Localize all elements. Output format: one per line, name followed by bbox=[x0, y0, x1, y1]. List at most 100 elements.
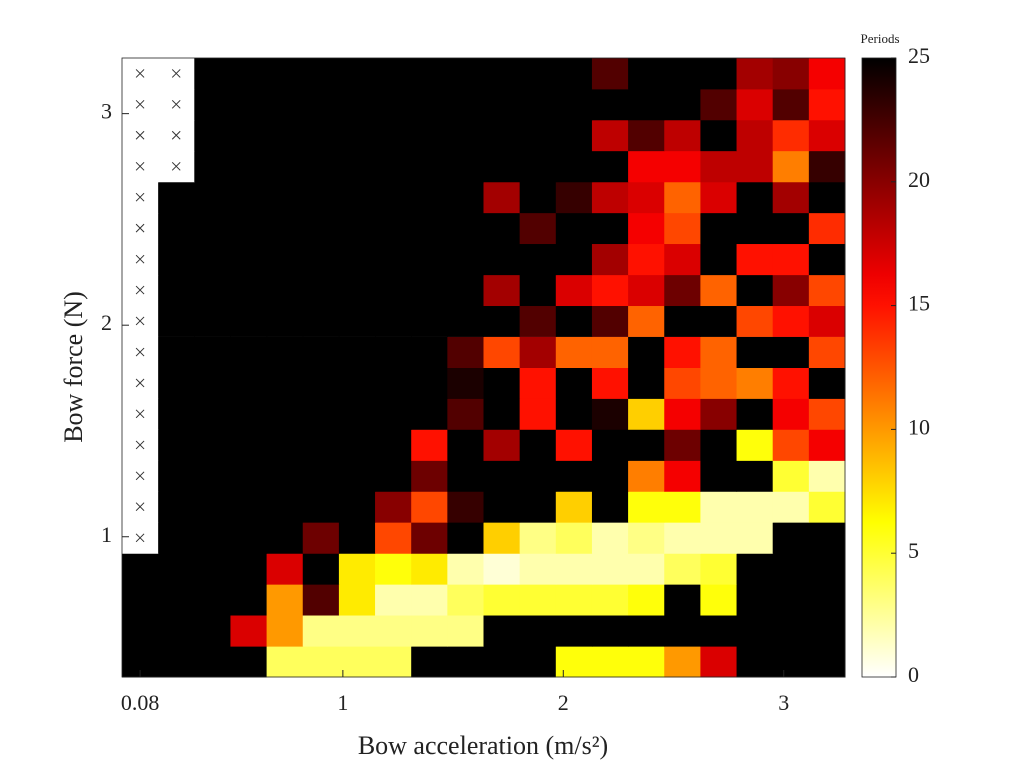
heat-cell bbox=[700, 646, 738, 678]
heat-cell bbox=[158, 522, 195, 554]
heat-cell bbox=[338, 274, 376, 307]
y-tick-label: 2 bbox=[101, 310, 112, 335]
heat-cell bbox=[519, 460, 557, 492]
heat-cell bbox=[700, 119, 738, 152]
heat-cell bbox=[736, 119, 774, 152]
heat-cell bbox=[628, 615, 665, 647]
heat-cell bbox=[772, 58, 810, 90]
heat-cell bbox=[591, 150, 629, 183]
heat-cell bbox=[447, 398, 484, 430]
heat-cell bbox=[302, 243, 340, 276]
heat-cell bbox=[194, 150, 231, 183]
heat-cell bbox=[266, 243, 304, 276]
heat-cell bbox=[519, 274, 557, 307]
heat-cell bbox=[772, 181, 810, 214]
y-axis-label: Bow force (N) bbox=[59, 291, 88, 443]
heat-cell bbox=[555, 398, 593, 430]
heat-cell bbox=[628, 646, 665, 678]
heat-cell bbox=[194, 274, 231, 307]
heat-cell bbox=[700, 398, 738, 430]
heat-cell bbox=[808, 305, 846, 337]
missing-marker bbox=[135, 99, 145, 109]
heat-cell bbox=[483, 522, 521, 554]
heat-cell bbox=[194, 88, 231, 121]
heat-cell bbox=[302, 88, 340, 121]
heat-cell bbox=[772, 367, 810, 399]
heat-cell bbox=[158, 367, 195, 399]
heat-cell bbox=[808, 398, 846, 430]
heat-cell bbox=[483, 460, 521, 492]
heat-cell bbox=[628, 88, 665, 121]
heat-cell bbox=[736, 553, 774, 585]
heat-cell bbox=[194, 336, 231, 368]
missing-marker bbox=[135, 347, 145, 357]
heat-cell bbox=[375, 429, 412, 461]
heat-cell bbox=[483, 336, 521, 368]
heat-cell bbox=[808, 243, 846, 276]
heat-cell bbox=[519, 398, 557, 430]
heat-cell bbox=[772, 584, 810, 616]
heat-cell bbox=[808, 181, 846, 214]
heat-cell bbox=[411, 553, 448, 585]
heat-cell bbox=[808, 646, 846, 678]
heat-cell bbox=[664, 646, 701, 678]
heat-cell bbox=[411, 398, 448, 430]
heat-cell bbox=[122, 553, 159, 585]
heat-cell bbox=[158, 646, 195, 678]
heat-cell bbox=[808, 429, 846, 461]
heat-cell bbox=[628, 398, 665, 430]
heat-cell bbox=[447, 367, 484, 399]
heat-cell bbox=[664, 429, 701, 461]
heat-cell bbox=[158, 460, 195, 492]
heat-cell bbox=[700, 584, 738, 616]
y-tick-label: 1 bbox=[101, 522, 112, 547]
heat-cell bbox=[375, 58, 412, 90]
heat-cell bbox=[375, 615, 412, 647]
heat-cell bbox=[411, 429, 448, 461]
heat-cell bbox=[483, 212, 521, 245]
heat-cell bbox=[375, 119, 412, 152]
heat-cell bbox=[194, 58, 231, 90]
heat-cell bbox=[302, 553, 340, 585]
heat-cell bbox=[447, 491, 484, 523]
colorbar-tick-label: 25 bbox=[908, 43, 930, 68]
missing-marker bbox=[135, 130, 145, 140]
heat-cell bbox=[302, 491, 340, 523]
heat-cell bbox=[338, 336, 376, 368]
heat-cell bbox=[664, 58, 701, 90]
heat-cell bbox=[808, 212, 846, 245]
heat-cell bbox=[591, 88, 629, 121]
heat-cell bbox=[772, 243, 810, 276]
heat-cell bbox=[700, 522, 738, 554]
heat-cell bbox=[230, 398, 268, 430]
heat-cell bbox=[808, 553, 846, 585]
heat-cell bbox=[338, 243, 376, 276]
heat-cell bbox=[338, 522, 376, 554]
heat-cell bbox=[736, 336, 774, 368]
heat-cell bbox=[375, 522, 412, 554]
heat-cell bbox=[664, 150, 701, 183]
heat-cell bbox=[772, 398, 810, 430]
heat-cell bbox=[736, 491, 774, 523]
heat-cell bbox=[230, 150, 268, 183]
heat-cell bbox=[736, 88, 774, 121]
heat-cell bbox=[555, 522, 593, 554]
heat-cell bbox=[266, 58, 304, 90]
missing-marker bbox=[135, 161, 145, 171]
heat-cell bbox=[158, 181, 195, 214]
heat-cell bbox=[700, 491, 738, 523]
heat-cell bbox=[302, 150, 340, 183]
heat-cell bbox=[519, 119, 557, 152]
heat-cell bbox=[411, 274, 448, 307]
x-tick-label: 3 bbox=[778, 690, 789, 715]
heat-cell bbox=[555, 181, 593, 214]
heat-cell bbox=[302, 181, 340, 214]
heat-cell bbox=[700, 336, 738, 368]
heat-cell bbox=[266, 522, 304, 554]
heat-cell bbox=[447, 119, 484, 152]
heat-cell bbox=[375, 367, 412, 399]
heat-cell bbox=[483, 553, 521, 585]
heat-cell bbox=[808, 119, 846, 152]
heat-cell bbox=[772, 150, 810, 183]
heat-cell bbox=[194, 553, 231, 585]
